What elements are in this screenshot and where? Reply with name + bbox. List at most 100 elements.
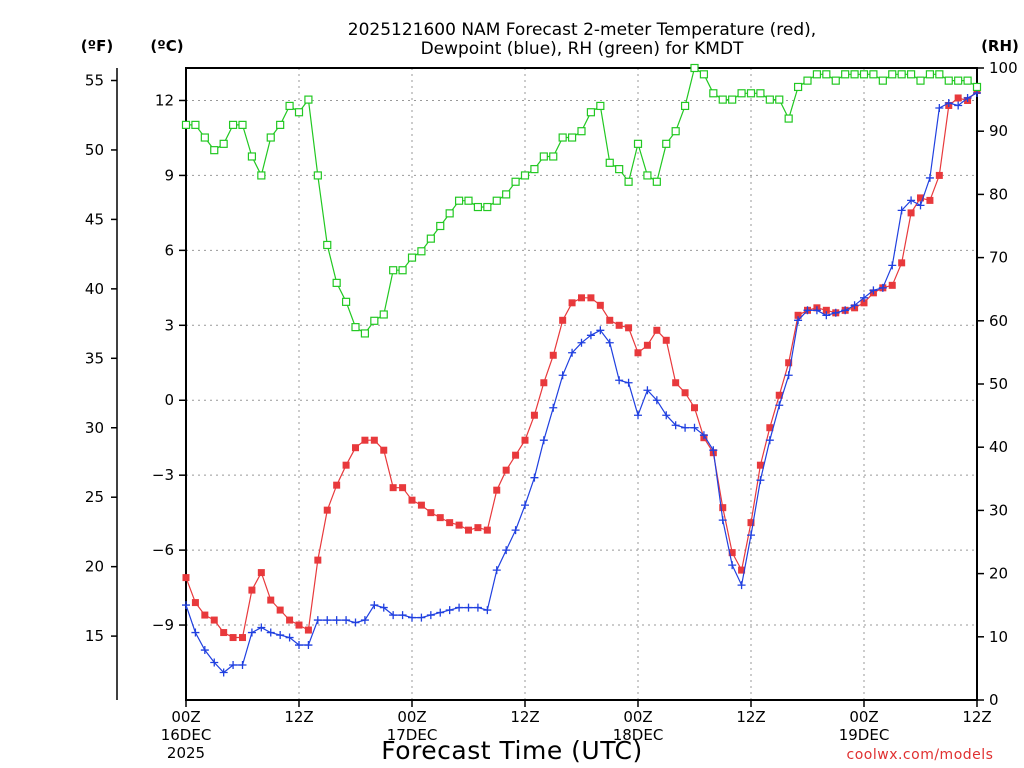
rh-point [257,171,266,180]
rh-point [765,95,774,104]
temperature-point [182,574,190,582]
temperature-point [323,506,331,514]
dewpoint-point [323,616,332,625]
dewpoint-point [850,301,859,310]
rh-point [464,196,473,205]
rh-point [370,316,379,325]
temperature-point [662,336,670,344]
temperature-point [606,316,614,324]
temperature-point [342,461,350,469]
temperature-point [681,389,689,397]
rh-point [445,209,454,218]
dewpoint-point [728,561,737,570]
dewpoint-point [229,661,238,670]
dewpoint-point [549,403,558,412]
temperature-point [672,379,680,387]
temperature-point [775,391,783,399]
rh-unit-label: (RH) [981,37,1019,55]
temperature-point [427,509,435,517]
celsius-tick-label: −3 [152,466,174,484]
temperature-point [954,94,962,102]
dewpoint-point [916,201,925,210]
temperature-point [446,519,454,527]
rh-tick-label: 80 [989,185,1008,203]
temperature-point [399,484,407,492]
fahrenheit-unit-label: (ºF) [81,37,113,55]
dewpoint-point [370,601,379,610]
x-tick-label: 18DEC [613,726,664,744]
dewpoint-point [634,411,642,420]
temperature-point [719,504,727,512]
temperature-line [185,90,978,639]
dewpoint-point [671,421,680,430]
dewpoint-point [822,311,831,320]
dewpoint-point [502,546,511,555]
rh-point [191,120,200,129]
dewpoint-point [332,616,341,625]
rh-point [662,139,671,148]
rh-point [841,70,850,79]
temperature-point [191,599,199,607]
dewpoint-point [511,526,520,535]
temperature-point [333,481,341,489]
dewpoint-point [285,633,294,642]
rh-point [577,127,586,136]
temperature-point [917,194,924,202]
temperature-point [370,436,378,444]
dewpoint-point [379,603,388,612]
temperature-point [455,521,463,529]
rh-point [549,152,558,161]
temperature-point [521,436,529,444]
temperature-point [898,259,906,267]
rh-point [680,101,690,111]
rh-point [803,76,812,85]
rh-point [502,190,511,199]
dewpoint-line [185,92,978,674]
temperature-point [465,526,472,534]
rh-point [360,329,370,338]
temperature-point [474,524,482,532]
dewpoint-point [219,668,228,677]
dewpoint-point [925,173,934,182]
temperature-point [568,299,576,307]
rh-point [859,70,869,79]
rh-point [436,221,445,231]
dewpoint-point [257,623,266,632]
rh-point [699,70,709,79]
rh-line [186,67,978,335]
dewpoint-point [709,446,718,455]
rh-tick-label: 30 [989,501,1008,519]
rh-point [389,266,398,275]
dewpoint-point [351,618,360,627]
dewpoint-point [681,423,690,432]
rh-point [586,108,596,117]
dewpoint-point [530,473,539,482]
temperature-point [888,281,896,289]
dewpoint-point [643,386,652,395]
rh-tick-label: 20 [989,565,1008,583]
temperature-point [286,616,294,624]
rh-point [888,70,897,79]
rh-point [341,297,351,306]
dewpoint-point [869,286,878,295]
rh-point [793,82,803,92]
x-tick-label: 00Z [849,708,878,726]
rh-point [643,171,652,180]
rh-point [219,139,228,148]
dewpoint-point [812,306,821,315]
dewpoint-point [784,371,793,380]
celsius-tick-label: −6 [152,541,174,559]
celsius-tick-label: 0 [164,391,174,409]
rh-point [511,177,520,186]
temperature-point [766,424,774,432]
rh-point [897,70,906,79]
dewpoint-point [596,326,605,335]
rh-tick-label: 100 [989,59,1018,77]
dewpoint-point [935,103,944,112]
x-tick-label: 12Z [284,708,313,726]
rh-point [963,76,972,85]
dewpoint-point [718,516,727,525]
dewpoint-point [210,658,219,667]
temperature-point [408,496,416,504]
